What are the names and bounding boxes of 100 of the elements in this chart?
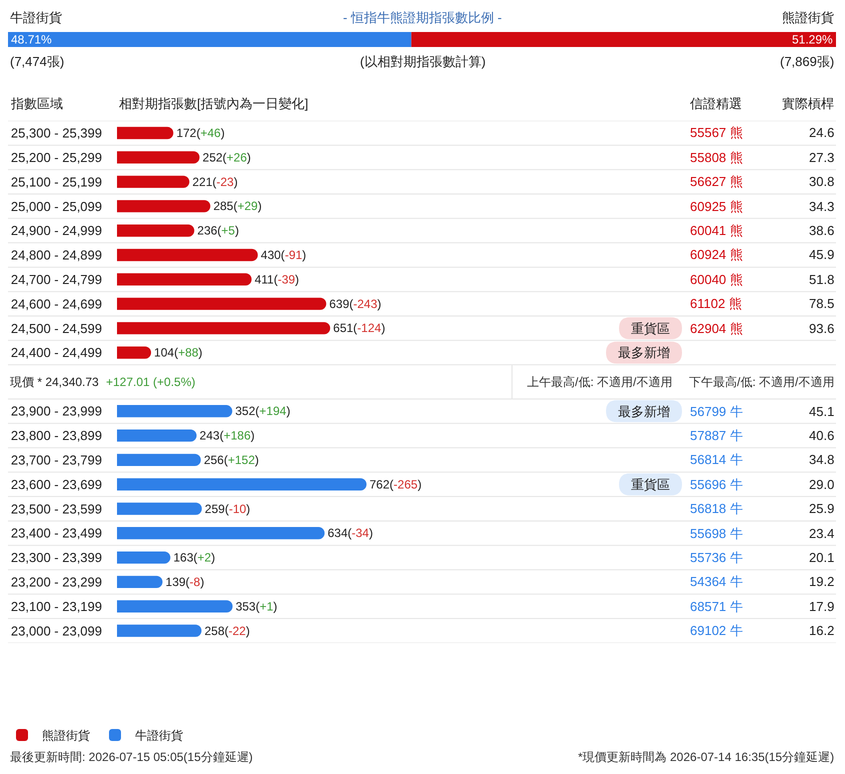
y-tick-label: 24,700 - 24,799 <box>10 272 102 287</box>
data-label: 104(+88) <box>154 346 202 360</box>
text: 55698 牛 <box>690 526 743 541</box>
data-label: 258(-22) <box>204 624 250 638</box>
text: 60925 熊 <box>690 199 743 214</box>
y-tick-label: 25,200 - 25,299 <box>10 150 102 165</box>
series-label: 牛證街貨 <box>10 10 62 25</box>
y-tick-label: 23,500 - 23,599 <box>10 501 102 516</box>
text: 17.9 <box>809 599 834 614</box>
y-tick-label: 23,800 - 23,899 <box>10 428 102 444</box>
category-label: 實際槓桿 <box>782 96 834 111</box>
data-label: 51.29% <box>792 32 833 46</box>
data-label: 163(+2) <box>173 550 216 565</box>
text: 重貨區 <box>631 477 670 492</box>
y-tick-label: 23,600 - 23,699 <box>10 476 102 492</box>
text: 下午最高/低: 不適用/不適用 <box>689 375 834 389</box>
x-axis-title: 相對期指張數[括號內為一日變化] <box>119 96 308 111</box>
text: 34.3 <box>809 199 834 214</box>
text: 45.1 <box>809 404 834 419</box>
text: (7,474張) <box>10 54 64 69</box>
text: 現價 * 24,340.73 <box>10 375 100 389</box>
chart-title: - 恒指牛熊證期指張數比例 - <box>343 10 502 25</box>
data-label: 353(+1) <box>236 599 278 614</box>
y-tick-label: 25,100 - 25,199 <box>10 174 102 190</box>
y-tick-label: 23,100 - 23,199 <box>10 598 102 614</box>
text: 55808 熊 <box>690 150 743 165</box>
text: 55736 牛 <box>690 550 743 565</box>
text: 60924 熊 <box>690 247 743 262</box>
text: 78.5 <box>809 296 834 311</box>
y-tick-label: 23,700 - 23,799 <box>10 452 102 468</box>
data-label: 352(+194) <box>235 404 290 418</box>
text: 23.4 <box>809 526 834 541</box>
y-tick-label: 24,800 - 24,899 <box>10 248 102 263</box>
y-tick-label: 23,300 - 23,399 <box>10 550 102 566</box>
annotation: +127.01 (+0.5%) <box>106 375 196 389</box>
text: (7,869張) <box>780 54 834 69</box>
data-label: 243(+186) <box>200 428 255 443</box>
text: 60040 熊 <box>690 272 743 287</box>
text: 57887 牛 <box>690 428 743 443</box>
text: 56818 牛 <box>690 501 743 516</box>
text: 20.1 <box>809 550 834 565</box>
text: (以相對期指張數計算) <box>360 54 486 69</box>
text: 55567 熊 <box>690 125 743 140</box>
text: 最多新增 <box>618 345 670 360</box>
data-label: 651(-124) <box>333 321 386 336</box>
text: 40.6 <box>809 428 834 443</box>
data-label: 256(+152) <box>204 452 259 467</box>
text: 上午最高/低: 不適用/不適用 <box>527 375 672 389</box>
data-label: 762(-265) <box>370 477 422 492</box>
y-tick-label: 24,400 - 24,499 <box>10 345 102 360</box>
y-axis-title: 指數區域 <box>10 96 63 111</box>
text: 56814 牛 <box>690 452 743 467</box>
text: 56799 牛 <box>690 404 743 419</box>
text: 54364 牛 <box>690 574 743 589</box>
y-tick-label: 24,600 - 24,699 <box>10 296 102 312</box>
text: 重貨區 <box>631 321 670 336</box>
y-tick-label: 24,900 - 24,999 <box>10 223 102 238</box>
data-label: 236(+5) <box>197 224 239 238</box>
text: 55696 牛 <box>690 477 743 492</box>
data-label: 639(-243) <box>329 296 382 311</box>
y-tick-label: 25,000 - 25,099 <box>10 198 102 214</box>
y-tick-label: 24,500 - 24,599 <box>10 320 102 336</box>
data-label: 252(+26) <box>202 150 251 164</box>
y-tick-label: 23,900 - 23,999 <box>10 404 102 419</box>
legend-label: 熊證街貨 <box>42 728 90 743</box>
data-label: 411(-39) <box>254 272 300 286</box>
text: 56627 熊 <box>690 174 743 189</box>
text: 93.6 <box>809 321 834 336</box>
data-label: 172(+46) <box>176 126 225 140</box>
data-label: 139(-8) <box>166 574 204 589</box>
y-tick-label: 23,000 - 23,099 <box>10 623 102 638</box>
text: 29.0 <box>809 477 834 492</box>
y-tick-label: 23,400 - 23,499 <box>10 526 102 541</box>
text: 最多新增 <box>618 404 670 419</box>
text: *現價更新時間為 2026-07-14 16:35(15分鐘延遲) <box>578 750 834 764</box>
category-label: 信證精選 <box>690 96 742 111</box>
data-label: 259(-10) <box>204 502 250 516</box>
series-label: 熊證街貨 <box>782 10 834 25</box>
text: 62904 熊 <box>690 321 743 336</box>
y-tick-label: 25,300 - 25,399 <box>10 126 102 141</box>
text: 25.9 <box>809 501 834 516</box>
text: 34.8 <box>809 452 834 467</box>
legend-label: 牛證街貨 <box>135 728 183 743</box>
text: 最後更新時間: 2026-07-15 05:05(15分鐘延遲) <box>10 750 253 764</box>
data-label: 430(-91) <box>260 248 306 262</box>
text: 19.2 <box>809 574 834 589</box>
y-tick-label: 23,200 - 23,299 <box>10 574 102 590</box>
data-label: 634(-34) <box>328 526 373 540</box>
data-label: 285(+29) <box>213 199 262 214</box>
data-label: 221(-23) <box>192 174 238 189</box>
text: 16.2 <box>809 623 834 638</box>
text: 68571 牛 <box>690 599 743 614</box>
text: 27.3 <box>809 150 834 165</box>
text: 61102 熊 <box>690 296 742 311</box>
data-label: 48.71% <box>11 32 52 46</box>
text: 38.6 <box>809 223 834 238</box>
text: 24.6 <box>809 125 834 140</box>
text: 69102 牛 <box>690 623 743 638</box>
text: 60041 熊 <box>690 223 743 238</box>
text: 45.9 <box>809 247 834 262</box>
